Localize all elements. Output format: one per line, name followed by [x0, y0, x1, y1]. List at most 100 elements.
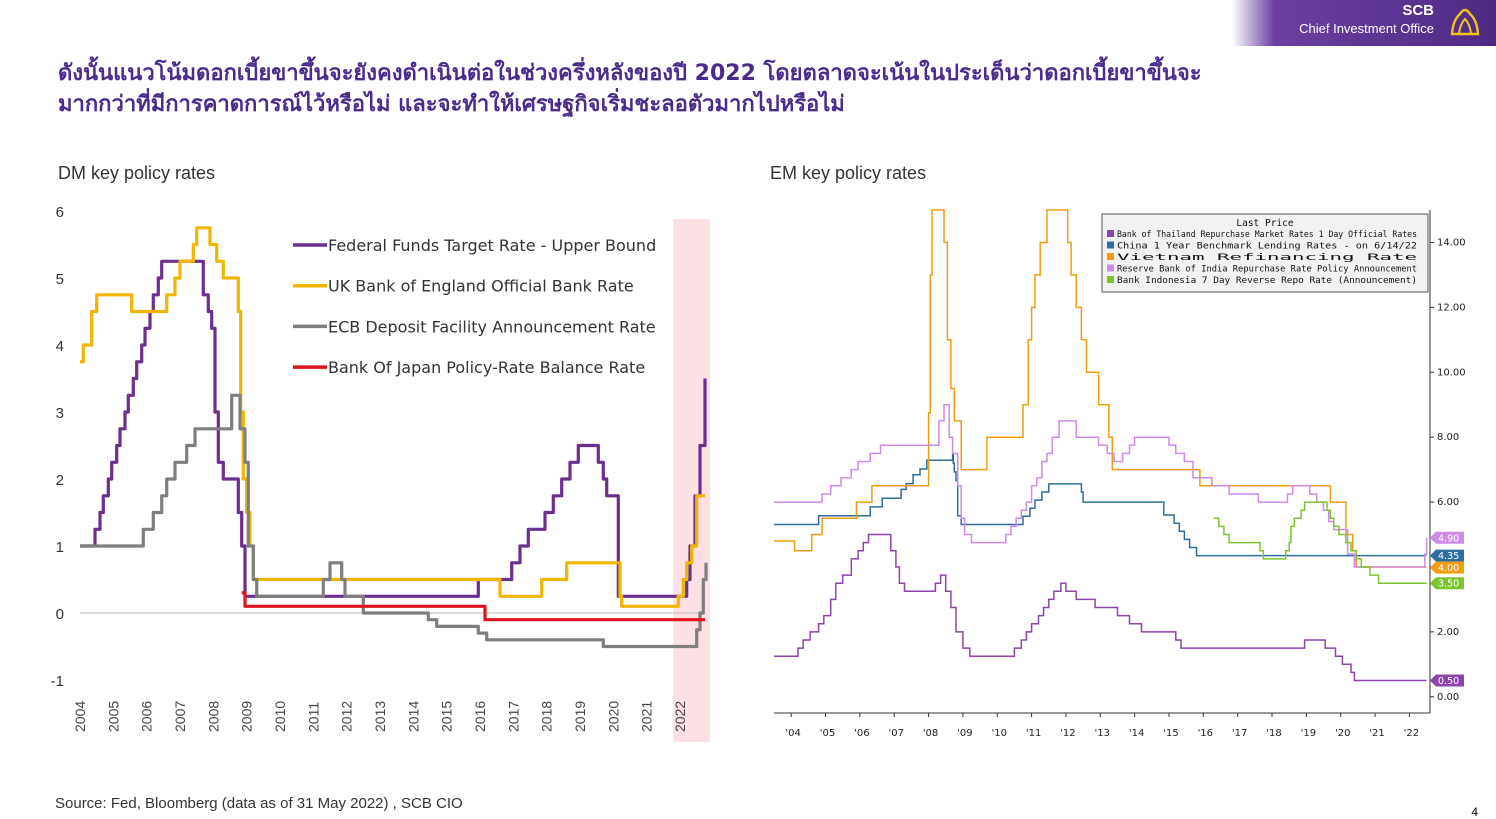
- y-tick-label: 0: [56, 606, 64, 623]
- x-tick-label: 2007: [172, 701, 188, 732]
- x-tick-label: '05: [820, 728, 835, 739]
- dm-chart-title: DM key policy rates: [58, 163, 216, 183]
- scb-logo-icon: [1450, 8, 1480, 36]
- page-headline: ดังนั้นแนวโน้มดอกเบี้ยขาขึ้นจะยังคงดำเนิ…: [58, 58, 1418, 120]
- x-tick-label: 2016: [472, 701, 488, 732]
- x-tick-label: '22: [1404, 728, 1419, 739]
- y-tick-label: 5: [56, 271, 64, 288]
- series-line-bank-of-japan-policy-rate-balance-rate: [241, 591, 705, 622]
- x-tick-label: 2012: [339, 701, 355, 732]
- x-tick-label: 2018: [539, 701, 555, 732]
- x-tick-label: '17: [1232, 728, 1247, 739]
- x-tick-label: 2022: [672, 701, 688, 732]
- x-tick-label: '21: [1369, 728, 1384, 739]
- legend-title: Last Price: [1236, 218, 1293, 229]
- legend-label: Federal Funds Target Rate - Upper Bound: [328, 236, 656, 255]
- x-tick-label: '07: [888, 728, 903, 739]
- legend-label: UK Bank of England Official Bank Rate: [328, 277, 634, 296]
- x-tick-label: '12: [1060, 728, 1075, 739]
- x-tick-label: '20: [1335, 728, 1350, 739]
- x-tick-label: 2006: [139, 701, 155, 732]
- last-price-tag: [1430, 577, 1464, 590]
- legend-swatch: [1107, 276, 1114, 283]
- x-tick-label: '04: [785, 728, 800, 739]
- last-price-tag: [1430, 674, 1464, 687]
- y-tick-label: 12.00: [1437, 302, 1466, 313]
- x-tick-label: '13: [1095, 728, 1110, 739]
- x-tick-label: '14: [1129, 728, 1144, 739]
- last-price-label: 4.90: [1438, 533, 1459, 544]
- series-line-bank-indonesia-7-day-reverse-repo-rate-announcement: [1213, 501, 1427, 584]
- series-line-uk-bank-of-england-official-bank-rate: [80, 226, 705, 608]
- y-tick-label: 14.00: [1437, 237, 1466, 248]
- brand-banner: SCB Chief Investment Office: [1232, 0, 1496, 46]
- series-line-bank-of-thailand-repurchase-market-rates-1-day-official-rates: [774, 533, 1427, 682]
- x-tick-label: '06: [854, 728, 869, 739]
- last-price-label: 0.50: [1438, 676, 1459, 687]
- brand-unit: Chief Investment Office: [1299, 21, 1434, 36]
- x-tick-label: '19: [1301, 728, 1316, 739]
- x-tick-label: 2015: [439, 701, 455, 732]
- legend-swatch: [1107, 264, 1114, 272]
- y-tick-label: 10.00: [1437, 367, 1466, 378]
- legend-swatch: [1107, 241, 1114, 249]
- legend-label: Vietnam Refinancing Rate: [1117, 253, 1417, 263]
- legend-label: ECB Deposit Facility Announcement Rate: [328, 317, 656, 336]
- series-line-ecb-deposit-facility-announcement-rate: [80, 393, 708, 649]
- x-tick-label: '09: [957, 728, 972, 739]
- headline-line-1: ดังนั้นแนวโน้มดอกเบี้ยขาขึ้นจะยังคงดำเนิ…: [58, 61, 1202, 86]
- series-line-vietnam-refinancing-rate: [774, 209, 1427, 568]
- y-tick-label: 6: [56, 204, 64, 221]
- source-note: Source: Fed, Bloomberg (data as of 31 Ma…: [55, 795, 463, 812]
- last-price-label: 4.00: [1438, 563, 1459, 574]
- last-price-label: 3.50: [1438, 579, 1459, 590]
- x-tick-label: 2009: [239, 701, 255, 732]
- y-tick-label: 1: [56, 539, 64, 556]
- y-tick-label: 6.00: [1437, 497, 1459, 508]
- page-number: 4: [1471, 805, 1478, 819]
- legend-label: Reserve Bank of India Repurchase Rate Po…: [1117, 265, 1417, 275]
- legend-swatch: [1107, 253, 1114, 260]
- legend-label: Bank of Thailand Repurchase Market Rates…: [1117, 230, 1417, 240]
- x-tick-label: 2021: [639, 701, 655, 732]
- y-tick-label: 2: [56, 472, 64, 489]
- x-tick-label: '15: [1163, 728, 1178, 739]
- series-line-federal-funds-target-rate-upper-bound: [80, 259, 707, 598]
- last-price-tag: [1430, 549, 1464, 562]
- x-tick-label: 2019: [572, 701, 588, 732]
- last-price-label: 4.35: [1438, 551, 1459, 562]
- x-tick-label: '16: [1198, 728, 1213, 739]
- legend-label: Bank Indonesia 7 Day Reverse Repo Rate (…: [1117, 276, 1417, 286]
- legend-label: Bank Of Japan Policy-Rate Balance Rate: [328, 358, 645, 377]
- legend-swatch: [1107, 230, 1114, 237]
- x-tick-label: 2013: [372, 701, 388, 732]
- brand-name: SCB: [1402, 2, 1434, 19]
- series-line-china-1-year-benchmark-lending-rates-on-6-14-22: [774, 453, 1427, 557]
- x-tick-label: 2010: [272, 701, 288, 732]
- y-tick-label: 8.00: [1437, 432, 1459, 443]
- x-tick-label: 2005: [105, 701, 121, 732]
- x-tick-label: 2008: [205, 701, 221, 732]
- x-tick-label: 2011: [305, 702, 321, 732]
- x-tick-label: 2004: [72, 701, 88, 732]
- dm-policy-rates-chart: -1 0 1 2 3 4 5 6 2004 2005 2006 2007 2008 2009 2010 201…: [51, 204, 710, 742]
- em-chart-title: EM key policy rates: [770, 163, 927, 183]
- x-tick-label: 2017: [505, 701, 521, 732]
- legend-label: China 1 Year Benchmark Lending Rates - o…: [1117, 242, 1417, 252]
- x-tick-label: 2020: [605, 701, 621, 732]
- y-tick-label: 4: [56, 338, 64, 355]
- last-price-tag: [1430, 561, 1464, 574]
- last-price-tag: [1430, 531, 1464, 544]
- series-line-reserve-bank-of-india-repurchase-rate-policy-announcement: [774, 403, 1428, 568]
- y-tick-label: 2.00: [1437, 627, 1459, 638]
- em-policy-rates-chart: 0.00 2.00 4.00 6.00 8.00 10.00 12.00 14.00 '04 '0…: [774, 209, 1466, 739]
- shaded-region: [673, 219, 710, 742]
- x-tick-label: 2014: [405, 701, 421, 732]
- x-tick-label: '11: [1026, 728, 1041, 739]
- legend-box: [1101, 213, 1429, 293]
- x-tick-label: '08: [923, 728, 938, 739]
- x-tick-label: '10: [992, 728, 1007, 739]
- x-tick-label: '18: [1266, 728, 1281, 739]
- headline-line-2: มากกว่าที่มีการคาดการณ์ไว้หรือไม่ และจะท…: [58, 92, 845, 117]
- y-tick-label: 3: [56, 405, 64, 422]
